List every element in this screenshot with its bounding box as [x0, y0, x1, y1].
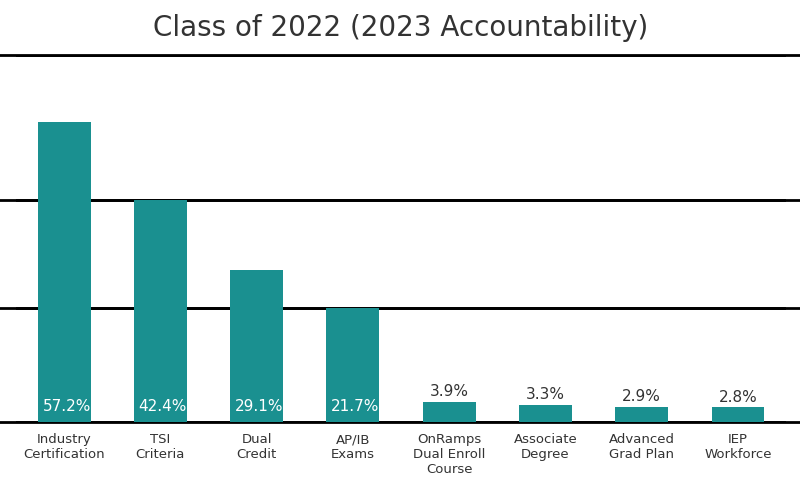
- Title: Class of 2022 (2023 Accountability): Class of 2022 (2023 Accountability): [154, 14, 649, 42]
- Bar: [615, 407, 668, 422]
- Bar: [711, 407, 765, 422]
- Bar: [38, 122, 90, 422]
- Text: 2.9%: 2.9%: [622, 389, 661, 404]
- Bar: [326, 308, 379, 422]
- Text: 3.9%: 3.9%: [430, 384, 469, 399]
- Text: 3.3%: 3.3%: [526, 387, 565, 402]
- Bar: [519, 405, 572, 422]
- Text: 29.1%: 29.1%: [235, 399, 283, 414]
- Text: 2.8%: 2.8%: [718, 390, 758, 405]
- Text: 42.4%: 42.4%: [138, 399, 187, 414]
- Bar: [230, 270, 283, 422]
- Text: 21.7%: 21.7%: [331, 399, 380, 414]
- Bar: [134, 200, 187, 422]
- Bar: [422, 402, 476, 422]
- Text: 57.2%: 57.2%: [42, 399, 91, 414]
